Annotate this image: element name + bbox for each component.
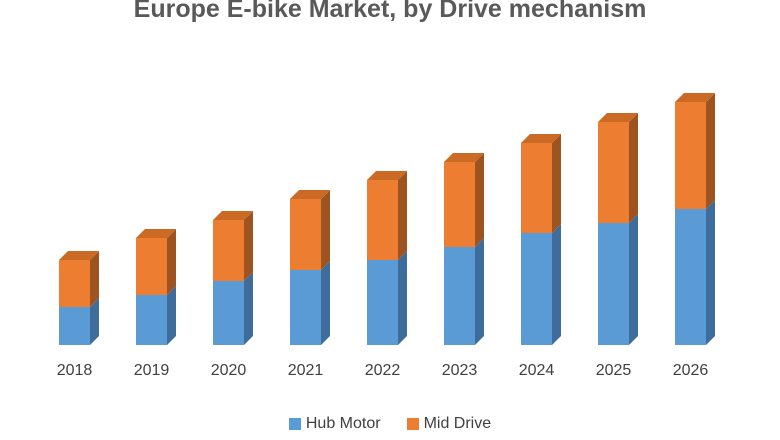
bar-2020-mid-drive-top bbox=[213, 211, 253, 220]
x-axis-label-2018: 2018 bbox=[56, 362, 93, 379]
bar-2019-hub-motor-side bbox=[167, 286, 176, 345]
legend-item-hub-motor: Hub Motor bbox=[288, 415, 381, 433]
bar-2026-hub-motor bbox=[675, 209, 706, 345]
bar-2018-mid-drive bbox=[59, 260, 90, 307]
bar-2021-hub-motor bbox=[290, 270, 321, 345]
bar-2021-hub-motor-side bbox=[321, 261, 330, 345]
bar-2018-hub-motor-side bbox=[90, 298, 99, 345]
bar-2022-mid-drive bbox=[367, 180, 398, 260]
bar-2026-mid-drive-top bbox=[675, 93, 715, 102]
bar-2021-mid-drive-side bbox=[321, 190, 330, 270]
bar-2019-mid-drive-side bbox=[167, 229, 176, 295]
bar-2026-hub-motor-side bbox=[706, 200, 715, 345]
bar-2022-mid-drive-side bbox=[398, 171, 407, 260]
bar-2020-hub-motor bbox=[213, 281, 244, 345]
legend-item-mid-drive: Mid Drive bbox=[406, 415, 492, 433]
bar-2021-mid-drive-top bbox=[290, 190, 330, 199]
bar-2024-hub-motor-side bbox=[552, 224, 561, 345]
x-axis-label-2023: 2023 bbox=[441, 362, 478, 379]
bar-2018-mid-drive-top bbox=[59, 251, 99, 260]
bar-2020-mid-drive bbox=[213, 220, 244, 281]
bar-2025-mid-drive-top bbox=[598, 113, 638, 122]
legend-label: Mid Drive bbox=[423, 415, 492, 432]
x-axis-label-2024: 2024 bbox=[518, 362, 555, 379]
legend-label: Hub Motor bbox=[305, 415, 381, 432]
legend-swatch bbox=[406, 418, 419, 430]
bar-2022-hub-motor-side bbox=[398, 251, 407, 345]
bar-2026-mid-drive bbox=[675, 102, 706, 209]
bar-2024-mid-drive-top bbox=[521, 134, 561, 143]
x-axis-label-2020: 2020 bbox=[210, 362, 247, 379]
legend: Hub Motor Mid Drive bbox=[0, 415, 780, 433]
bar-2025-hub-motor-side bbox=[629, 214, 638, 345]
bar-2024-mid-drive bbox=[521, 143, 552, 233]
x-axis-label-2022: 2022 bbox=[364, 362, 401, 379]
bar-2021-mid-drive bbox=[290, 199, 321, 270]
legend-swatch bbox=[288, 418, 301, 430]
bar-2023-hub-motor-side bbox=[475, 238, 484, 345]
bar-2023-hub-motor bbox=[444, 247, 475, 345]
bar-2022-hub-motor bbox=[367, 260, 398, 345]
bar-2019-hub-motor bbox=[136, 295, 167, 345]
bar-2018-hub-motor bbox=[59, 307, 90, 345]
bar-2025-mid-drive-side bbox=[629, 113, 638, 223]
bar-2024-hub-motor bbox=[521, 233, 552, 345]
bar-2023-mid-drive-top bbox=[444, 153, 484, 162]
bar-2020-mid-drive-side bbox=[244, 211, 253, 281]
chart-title: Europe E-bike Market, by Drive mechanism bbox=[133, 0, 647, 23]
bar-2025-mid-drive bbox=[598, 122, 629, 223]
x-axis-label-2019: 2019 bbox=[133, 362, 170, 379]
x-axis-label-2025: 2025 bbox=[595, 362, 632, 379]
bar-2019-mid-drive bbox=[136, 238, 167, 295]
bar-2019-mid-drive-top bbox=[136, 229, 176, 238]
bar-2025-hub-motor bbox=[598, 223, 629, 345]
bar-2023-mid-drive bbox=[444, 162, 475, 247]
bar-2020-hub-motor-side bbox=[244, 272, 253, 345]
bar-2022-mid-drive-top bbox=[367, 171, 407, 180]
x-axis-label-2021: 2021 bbox=[287, 362, 324, 379]
bar-2024-mid-drive-side bbox=[552, 134, 561, 233]
bar-2023-mid-drive-side bbox=[475, 153, 484, 247]
bar-2026-mid-drive-side bbox=[706, 93, 715, 209]
bar-2018-mid-drive-side bbox=[90, 251, 99, 307]
x-axis-label-2026: 2026 bbox=[672, 362, 709, 379]
